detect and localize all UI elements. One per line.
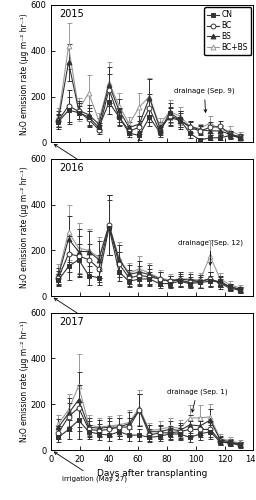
Legend: CN, BC, BS, BC+BS: CN, BC, BS, BC+BS bbox=[204, 8, 251, 55]
Y-axis label: N₂O emission rate (μg m⁻² hr⁻¹): N₂O emission rate (μg m⁻² hr⁻¹) bbox=[20, 320, 29, 442]
Text: 2017: 2017 bbox=[59, 317, 84, 327]
X-axis label: Days after transplanting: Days after transplanting bbox=[97, 470, 208, 478]
Text: irrigation (May 28): irrigation (May 28) bbox=[54, 144, 127, 174]
Y-axis label: N₂O emission rate (μg m⁻² hr⁻¹): N₂O emission rate (μg m⁻² hr⁻¹) bbox=[20, 13, 29, 134]
Text: drainage (Sep. 1): drainage (Sep. 1) bbox=[167, 388, 227, 412]
Y-axis label: N₂O emission rate (μg m⁻² hr⁻¹): N₂O emission rate (μg m⁻² hr⁻¹) bbox=[20, 166, 29, 288]
Text: 2016: 2016 bbox=[59, 163, 84, 173]
Text: drainage (Sep. 9): drainage (Sep. 9) bbox=[174, 88, 234, 112]
Text: irrigation (May 27): irrigation (May 27) bbox=[54, 452, 127, 482]
Text: 2015: 2015 bbox=[59, 9, 84, 19]
Text: drainage (Sep. 12): drainage (Sep. 12) bbox=[178, 240, 243, 265]
Text: irrigation (May 24): irrigation (May 24) bbox=[54, 298, 127, 328]
